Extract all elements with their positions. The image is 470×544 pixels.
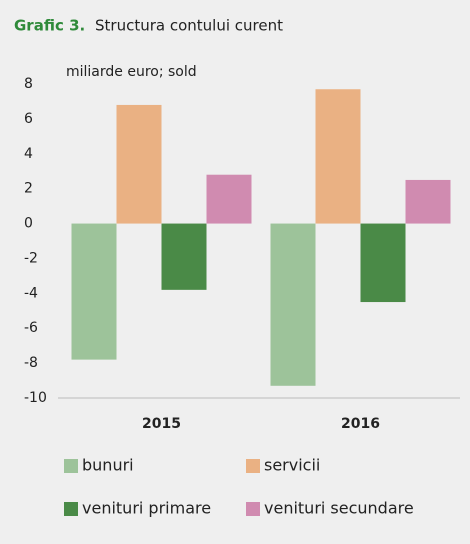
- legend-swatch: [246, 502, 260, 516]
- chart-title-prefix: Grafic 3.: [14, 17, 85, 35]
- y-tick-label: -6: [24, 320, 38, 336]
- legend-swatch: [64, 459, 78, 473]
- y-tick-label: 4: [24, 146, 33, 162]
- bar: [161, 223, 207, 290]
- y-axis-label: miliarde euro; sold: [66, 64, 197, 80]
- y-tick-label: 0: [24, 216, 33, 232]
- bar: [270, 223, 316, 386]
- legend-label: venituri primare: [82, 499, 211, 518]
- bar: [360, 223, 406, 303]
- y-tick-label: -2: [24, 250, 38, 266]
- x-tick-label: 2015: [142, 416, 181, 432]
- y-tick-label: 8: [24, 76, 33, 92]
- bar: [71, 223, 117, 360]
- legend-swatch: [246, 459, 260, 473]
- legend-label: venituri secundare: [264, 499, 414, 518]
- legend-swatch: [64, 502, 78, 516]
- chart-title: Structura contului curent: [95, 17, 283, 35]
- x-tick-label: 2016: [341, 416, 380, 432]
- legend-label: bunuri: [82, 456, 134, 475]
- legend-label: servicii: [264, 456, 320, 475]
- y-tick-label: -10: [24, 390, 47, 406]
- bar: [116, 104, 162, 224]
- y-tick-label: 6: [24, 111, 33, 127]
- y-tick-label: -4: [24, 285, 38, 301]
- y-tick-label: 2: [24, 181, 33, 197]
- bar: [206, 174, 252, 224]
- bar: [315, 89, 361, 224]
- y-tick-label: -8: [24, 355, 38, 371]
- bar: [405, 179, 451, 224]
